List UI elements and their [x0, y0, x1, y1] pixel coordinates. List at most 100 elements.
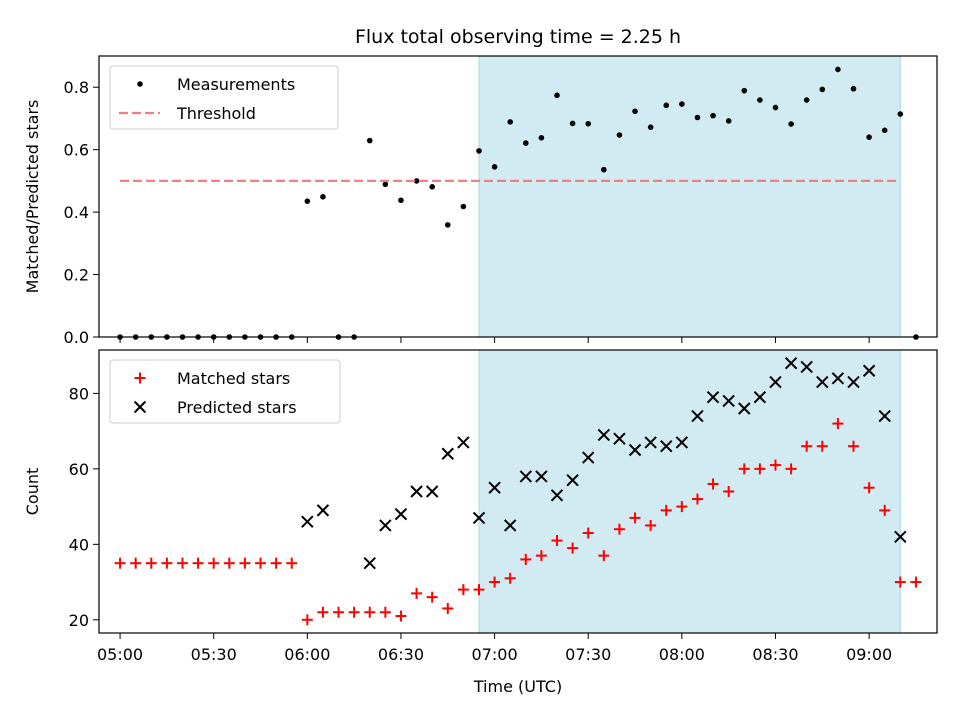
predicted-star-point — [316, 504, 330, 517]
predicted-star-point — [831, 372, 845, 385]
x-stroke-b — [784, 356, 798, 370]
legend-swatch — [133, 400, 147, 414]
measurement-point — [523, 140, 529, 146]
x-stroke-b — [379, 519, 392, 532]
predicted-star-point — [441, 447, 454, 460]
matched-star-point — [114, 557, 126, 569]
measurement-point — [569, 120, 576, 127]
x-stroke-b — [566, 473, 579, 487]
measurement-point — [366, 137, 373, 144]
measurement-point — [616, 132, 623, 138]
y-tick-label: 0.2 — [64, 266, 89, 285]
measurement-point — [679, 101, 685, 107]
predicted-star-point — [363, 556, 376, 570]
predicted-star-point — [503, 519, 517, 532]
matched-star-point — [801, 440, 813, 452]
legend-label: Predicted stars — [177, 398, 297, 417]
predicted-star-point — [660, 440, 673, 453]
measurement-point — [538, 135, 545, 141]
measurement-point — [507, 119, 513, 125]
matched-star-point — [255, 557, 267, 569]
legend-swatch — [137, 81, 143, 87]
measurement-point — [320, 194, 326, 200]
x-stroke-b — [597, 428, 611, 442]
x-stroke-b — [550, 489, 564, 502]
matched-star-point — [848, 440, 860, 452]
matched-star-point — [379, 606, 391, 618]
top-legend: Measurements Threshold — [109, 65, 339, 130]
matched-star-point — [769, 459, 781, 471]
y-tick-label: 0.6 — [64, 141, 89, 160]
matched-star-point — [395, 610, 407, 622]
matched-star-point — [333, 606, 345, 618]
matched-star-point — [161, 557, 173, 569]
bottom-legend: Matched stars Predicted stars — [109, 359, 341, 424]
top-panel-frame — [98, 55, 938, 338]
x-stroke-b — [706, 390, 720, 404]
measurement-point — [476, 148, 482, 154]
predicted-star-point — [535, 470, 548, 483]
matched-star-point — [301, 614, 313, 626]
matched-star-point — [317, 606, 329, 618]
predicted-star-point — [519, 470, 533, 483]
predicted-star-point — [847, 375, 860, 389]
x-stroke-b — [847, 375, 860, 389]
y-tick-label: 0.4 — [64, 203, 89, 222]
measurement-point — [304, 198, 311, 204]
measurement-point — [850, 85, 857, 92]
predicted-star-point — [472, 511, 486, 525]
x-stroke-b — [316, 504, 330, 517]
measurement-point — [835, 66, 841, 73]
predicted-star-point — [753, 390, 767, 404]
x-stroke-b — [472, 511, 486, 525]
matched-star-point — [411, 587, 423, 599]
x-stroke-b — [753, 390, 767, 404]
legend-label: Matched stars — [177, 369, 290, 388]
matched-star-point — [645, 519, 657, 531]
chart-title: Flux total observing time = 2.25 h — [355, 26, 681, 48]
y-tick-label: 80 — [69, 384, 89, 403]
predicted-star-point — [784, 356, 798, 370]
measurement-point — [788, 121, 794, 127]
predicted-star-point — [675, 436, 689, 449]
x-stroke-b — [133, 400, 147, 414]
matched-star-point — [707, 478, 719, 490]
predicted-star-point — [628, 443, 642, 457]
measurement-point — [601, 166, 607, 173]
matched-star-point — [442, 602, 454, 614]
x-stroke-b — [769, 375, 782, 389]
predicted-star-point — [894, 530, 907, 543]
predicted-star-point — [301, 515, 314, 528]
measurement-point — [710, 112, 716, 119]
x-stroke-b — [457, 436, 470, 449]
measurement-point — [382, 181, 389, 188]
predicted-star-point — [800, 360, 813, 374]
predicted-star-point — [410, 485, 423, 498]
matched-star-point — [660, 504, 672, 516]
measurement-point — [632, 108, 638, 115]
matched-star-point — [894, 576, 906, 588]
matched-star-point — [208, 557, 220, 569]
y-tick-label: 0.8 — [64, 78, 89, 97]
matched-star-point — [613, 523, 625, 535]
predicted-star-point — [691, 409, 704, 423]
x-stroke-b — [613, 432, 626, 445]
predicted-star-point — [644, 436, 657, 449]
x-stroke-b — [894, 530, 907, 543]
predicted-star-point — [816, 375, 829, 389]
x-stroke-b — [691, 409, 704, 423]
x-stroke-b — [363, 556, 376, 570]
matched-star-point — [754, 463, 766, 475]
matched-star-point — [738, 463, 750, 475]
predicted-star-point — [550, 489, 564, 502]
x-stroke-b — [644, 436, 657, 449]
measurement-point — [585, 120, 592, 127]
x-stroke-b — [503, 519, 517, 532]
legend-box — [109, 65, 339, 130]
y-tick-label: 40 — [69, 535, 89, 554]
matched-star-point — [130, 557, 142, 569]
x-stroke-b — [535, 470, 548, 483]
matched-star-point — [192, 557, 204, 569]
bottom-panel-frame — [98, 349, 938, 634]
matched-star-point — [598, 550, 610, 562]
